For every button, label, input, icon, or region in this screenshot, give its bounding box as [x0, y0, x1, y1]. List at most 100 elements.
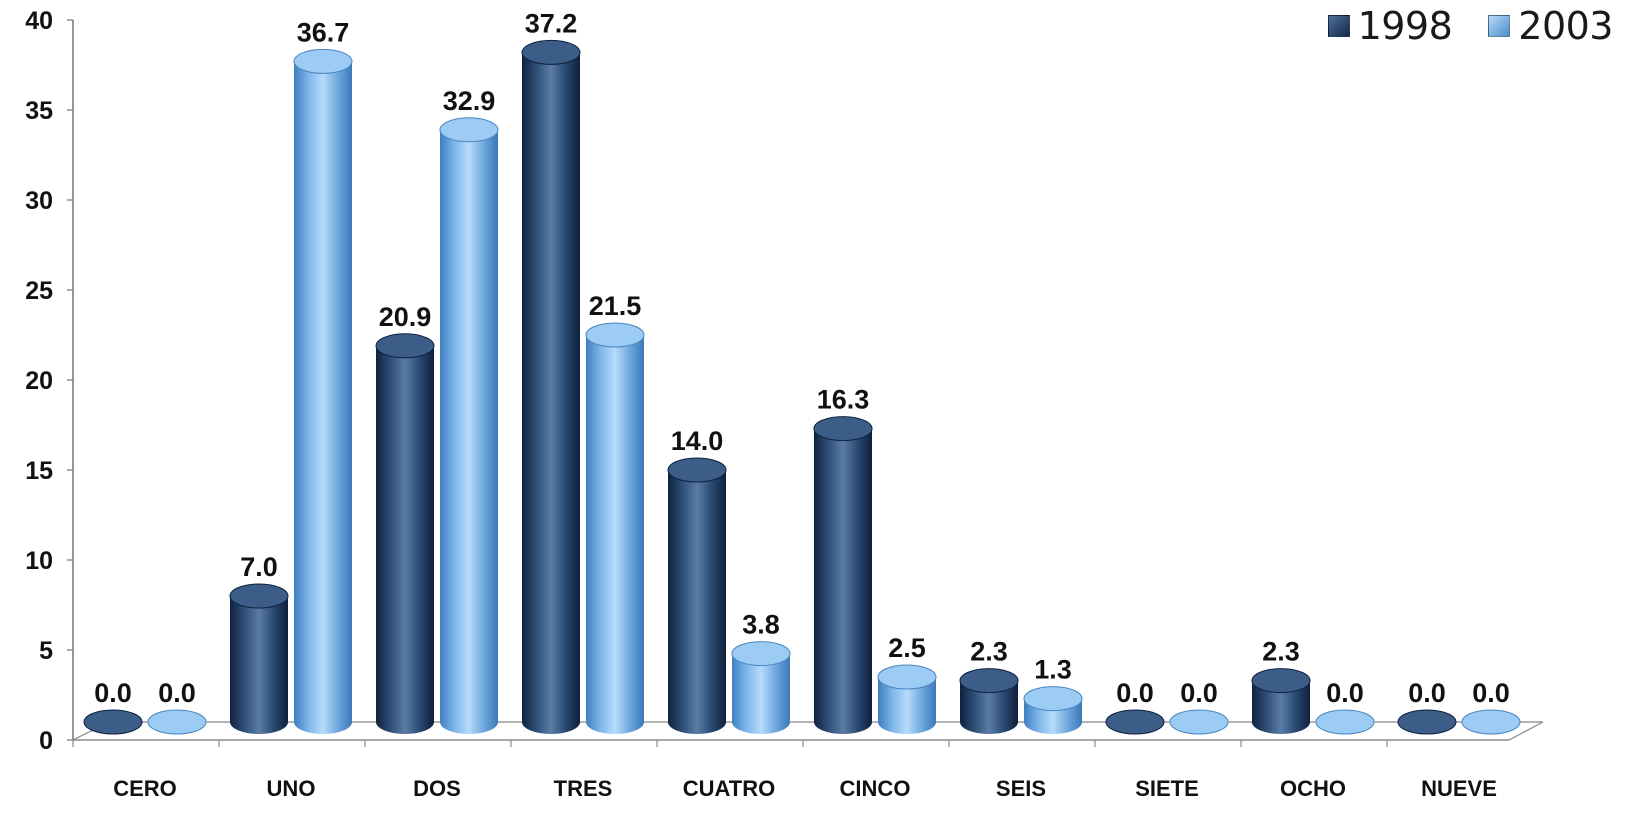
- bar-cap: [1397, 709, 1457, 735]
- bar-cap: [813, 416, 873, 442]
- bar-2003-dos: [439, 117, 499, 734]
- x-tick-label: DOS: [413, 776, 461, 801]
- bar-cap: [1023, 686, 1083, 712]
- bar-1998-seis: [959, 668, 1019, 734]
- x-tick-label: CUATRO: [683, 776, 775, 801]
- data-label: 36.7: [297, 17, 350, 47]
- bar-2003-ocho: [1315, 709, 1375, 735]
- y-tick-label: 5: [39, 637, 53, 665]
- bar-1998-nueve: [1397, 709, 1457, 735]
- x-tick-label: TRES: [554, 776, 613, 801]
- data-label: 0.0: [1472, 678, 1510, 708]
- bar-2003-seis: [1023, 686, 1083, 734]
- bar-cap: [1105, 709, 1165, 735]
- bar-1998-cuatro: [667, 457, 727, 734]
- data-label: 0.0: [94, 678, 132, 708]
- data-label: 14.0: [671, 426, 724, 456]
- bar-2003-uno: [293, 48, 353, 734]
- bar-body: [522, 52, 580, 734]
- bar-cap: [83, 709, 143, 735]
- data-label: 0.0: [1116, 678, 1154, 708]
- data-label: 3.8: [742, 610, 780, 640]
- x-tick-label: CERO: [113, 776, 177, 801]
- axes: 0 5 10 15 20 25 30 35 40 CERO UNO DOS TRES CUATRO CINC…: [25, 7, 1544, 801]
- bar-1998-uno: [229, 583, 289, 734]
- bar-body: [878, 677, 936, 734]
- bar-cap: [229, 583, 289, 609]
- bar-2003-cero: [147, 709, 207, 735]
- bar-body: [960, 680, 1018, 734]
- legend-item-2003: 2003: [1488, 4, 1613, 48]
- x-tick-label: SIETE: [1135, 776, 1199, 801]
- bar-body: [376, 345, 434, 734]
- bar-body: [230, 596, 288, 734]
- data-label: 16.3: [817, 385, 870, 415]
- data-label: 2.5: [888, 633, 926, 663]
- data-label: 20.9: [379, 302, 432, 332]
- bar-cap: [1315, 709, 1375, 735]
- bar-cap: [375, 333, 435, 359]
- legend-label-1998: 1998: [1357, 4, 1453, 48]
- x-tick-label: NUEVE: [1421, 776, 1497, 801]
- bar-cap: [147, 709, 207, 735]
- bar-2003-cinco: [877, 664, 937, 734]
- data-label: 37.2: [525, 8, 578, 38]
- legend-item-1998: 1998: [1327, 4, 1453, 48]
- bar-cap: [877, 664, 937, 690]
- bars: [83, 39, 1521, 735]
- bar-1998-siete: [1105, 709, 1165, 735]
- data-label: 0.0: [1326, 678, 1364, 708]
- x-tick-label: OCHO: [1280, 776, 1346, 801]
- data-label: 21.5: [589, 291, 642, 321]
- x-tick-label: CINCO: [840, 776, 911, 801]
- data-label: 1.3: [1034, 655, 1072, 685]
- bar-cap: [585, 322, 645, 348]
- bar-body: [440, 129, 498, 734]
- data-label: 2.3: [970, 637, 1008, 667]
- legend-swatch-1998: [1327, 15, 1350, 37]
- bar-2003-nueve: [1461, 709, 1521, 735]
- bar-2003-tres: [585, 322, 645, 734]
- bar-cap: [1461, 709, 1521, 735]
- x-tick-label: SEIS: [996, 776, 1046, 801]
- bar-1998-cero: [83, 709, 143, 735]
- bar-1998-ocho: [1251, 668, 1311, 734]
- bar-body: [732, 653, 790, 734]
- data-label: 7.0: [240, 552, 278, 582]
- bar-cap: [293, 48, 353, 74]
- data-label: 0.0: [1180, 678, 1218, 708]
- bar-cap: [439, 117, 499, 143]
- data-label: 0.0: [158, 678, 196, 708]
- y-tick-label: 10: [25, 547, 53, 575]
- y-tick-label: 30: [25, 187, 53, 215]
- data-label: 2.3: [1262, 637, 1300, 667]
- bar-1998-tres: [521, 39, 581, 734]
- y-tick-label: 20: [25, 367, 53, 395]
- bar-cap: [521, 39, 581, 65]
- bar-body: [294, 61, 352, 734]
- legend-label-2003: 2003: [1518, 4, 1613, 48]
- y-tick-label: 25: [25, 277, 53, 305]
- x-tick-label: UNO: [267, 776, 316, 801]
- bar-body: [814, 428, 872, 734]
- data-label: 0.0: [1408, 678, 1446, 708]
- bar-1998-dos: [375, 333, 435, 734]
- bar-body: [1252, 680, 1310, 734]
- bar-1998-cinco: [813, 416, 873, 734]
- bar-2003-siete: [1169, 709, 1229, 735]
- bar-cap: [959, 668, 1019, 694]
- bar-body: [586, 335, 644, 734]
- y-tick-label: 0: [39, 727, 53, 755]
- legend-swatch-2003: [1488, 15, 1511, 37]
- legend: 1998 2003: [1327, 4, 1613, 48]
- data-label: 32.9: [443, 86, 496, 116]
- data-labels: 0.0 7.0 20.9 37.2 14.0 16.3 2.3 0.0 2.3 0.0 0.0 36.…: [94, 8, 1510, 708]
- bar-2003-cuatro: [731, 641, 791, 734]
- y-tick-label: 40: [25, 7, 53, 35]
- bar-cap: [1169, 709, 1229, 735]
- bar-cap: [1251, 668, 1311, 694]
- bar-cap: [667, 457, 727, 483]
- y-tick-label: 35: [25, 97, 53, 125]
